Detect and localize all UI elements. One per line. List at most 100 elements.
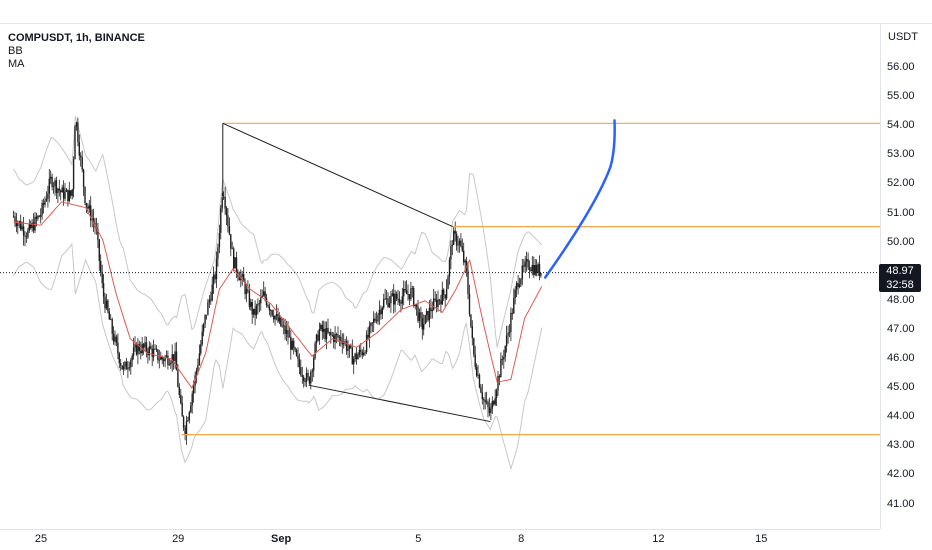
- candle-body: [70, 190, 72, 196]
- price-tick-label: 55.00: [887, 90, 915, 103]
- candle-body: [395, 293, 398, 299]
- candle-body: [275, 314, 278, 317]
- candle-body: [120, 363, 122, 366]
- candle-body: [331, 334, 333, 336]
- candle-body: [401, 296, 403, 304]
- candle-body: [251, 302, 253, 315]
- candle-body: [100, 260, 102, 273]
- candle-body: [165, 355, 168, 358]
- candle-body: [394, 293, 396, 305]
- candle-body: [201, 331, 203, 345]
- candle-body: [407, 294, 409, 295]
- candle-body: [381, 307, 383, 315]
- candle-body: [383, 299, 385, 308]
- candle-body: [420, 312, 422, 319]
- candle-body: [220, 208, 222, 233]
- candle-body: [327, 328, 329, 333]
- time-tick-label: Sep: [271, 533, 292, 545]
- candle-body: [180, 394, 182, 403]
- candle-body: [535, 265, 538, 273]
- candle-body: [97, 229, 99, 240]
- candle-body: [62, 187, 65, 199]
- candle-body: [514, 289, 516, 298]
- candle-body: [363, 353, 365, 356]
- candle-body: [231, 248, 233, 250]
- candle-body: [218, 232, 221, 248]
- candle-body: [64, 191, 66, 199]
- candle-body: [187, 420, 189, 422]
- candle-body: [107, 300, 109, 312]
- candle-body: [428, 307, 431, 321]
- time-tick-label: 5: [415, 533, 422, 545]
- price-tick-label: 52.00: [887, 177, 915, 190]
- candle-body: [360, 349, 362, 352]
- candle-body: [75, 122, 78, 127]
- candle-body: [485, 401, 488, 403]
- candle-body: [72, 159, 75, 190]
- candle-body: [467, 271, 469, 294]
- candle-body: [388, 303, 391, 307]
- candle-body: [278, 317, 281, 322]
- bar-countdown: 32:58: [886, 279, 914, 291]
- price-tick-label: 44.00: [887, 410, 915, 423]
- candle-body: [41, 203, 43, 216]
- candle-body: [110, 319, 112, 321]
- candle-body: [247, 289, 249, 291]
- candle-body: [161, 357, 163, 360]
- candle-body: [441, 289, 443, 305]
- candle-body: [537, 264, 539, 273]
- candle-body: [191, 393, 193, 406]
- candle-body: [211, 284, 213, 301]
- indicator-bb-label[interactable]: BB: [8, 45, 23, 57]
- candle-body: [125, 361, 128, 370]
- candle-body: [418, 312, 421, 321]
- candle-body: [370, 323, 372, 327]
- candle-body: [245, 289, 248, 295]
- symbol-label[interactable]: COMPUSDT, 1h, BINANCE: [8, 32, 145, 44]
- candle-body: [357, 355, 359, 360]
- candle-body: [31, 222, 33, 229]
- price-axis-currency[interactable]: USDT: [888, 31, 918, 43]
- candle-body: [255, 305, 258, 316]
- candle-body: [475, 366, 478, 376]
- candle-body: [458, 240, 461, 245]
- candle-body: [431, 309, 433, 312]
- candle-body: [52, 186, 55, 187]
- price-chart[interactable]: [0, 24, 880, 529]
- candle-body: [28, 223, 30, 231]
- candle-body: [501, 359, 503, 360]
- candle-body: [498, 376, 501, 378]
- candle-body: [108, 311, 110, 320]
- candle-body: [207, 302, 209, 315]
- candle-body: [513, 297, 515, 314]
- candle-body: [40, 215, 42, 217]
- candle-body: [457, 244, 459, 246]
- candle-body: [493, 401, 495, 405]
- candle-body: [181, 403, 183, 417]
- candle-body: [260, 297, 262, 304]
- candle-body: [308, 377, 311, 384]
- candle-body: [188, 412, 190, 421]
- candle-body: [144, 342, 146, 348]
- candle-body: [154, 348, 156, 350]
- candle-body: [423, 324, 425, 330]
- candle-body: [495, 390, 498, 399]
- candle-body: [515, 283, 518, 290]
- candle-body: [80, 155, 82, 158]
- trendline: [308, 384, 491, 423]
- candle-body: [398, 298, 401, 303]
- candle-body: [222, 196, 225, 198]
- candle-body: [445, 288, 448, 299]
- candle-body: [250, 302, 252, 307]
- candle-body: [202, 323, 205, 332]
- candle-body: [151, 348, 153, 357]
- candle-body: [374, 318, 376, 321]
- candle-body: [377, 314, 379, 322]
- candle-body: [78, 142, 80, 156]
- candle-body: [483, 399, 485, 401]
- candle-body: [32, 222, 35, 231]
- candle-body: [480, 387, 482, 393]
- candle-body: [405, 290, 408, 294]
- candle-body: [281, 325, 283, 327]
- indicator-ma-label[interactable]: MA: [8, 58, 25, 70]
